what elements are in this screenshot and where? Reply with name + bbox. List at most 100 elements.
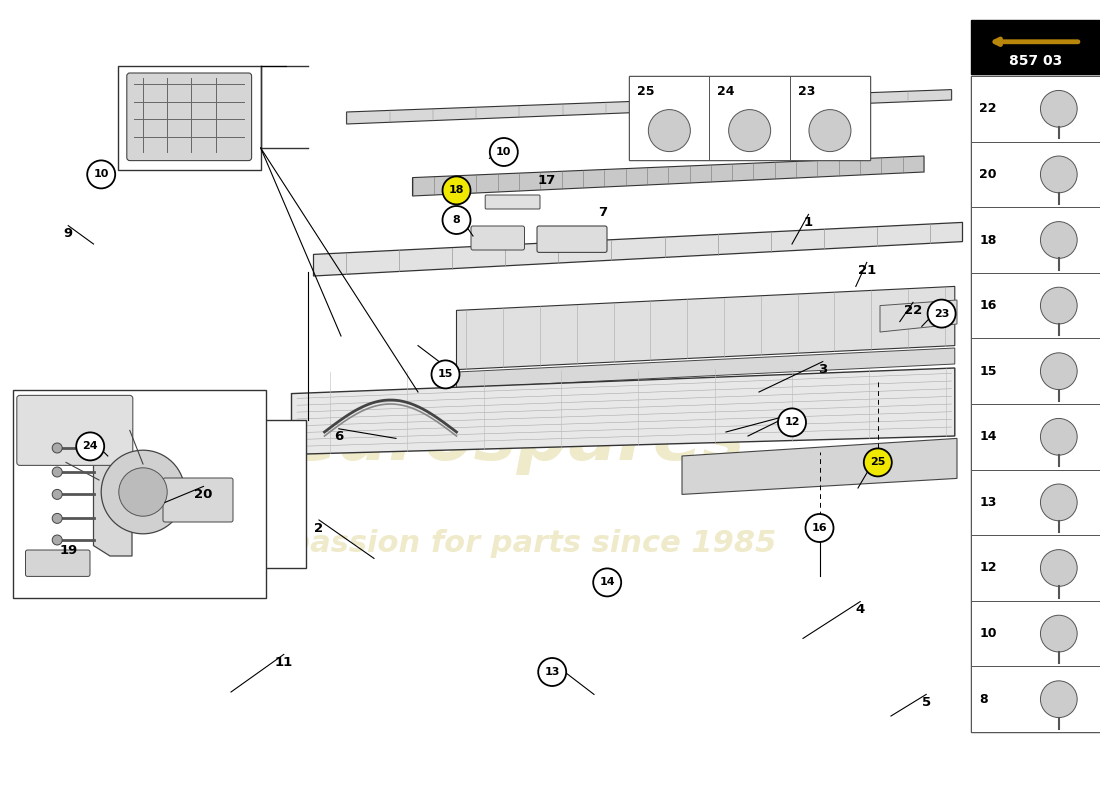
- Text: 24: 24: [717, 85, 735, 98]
- Polygon shape: [292, 368, 955, 454]
- Circle shape: [1041, 287, 1077, 324]
- Bar: [971, 404, 1100, 470]
- Circle shape: [1041, 353, 1077, 390]
- Text: 15: 15: [979, 365, 997, 378]
- Text: 18: 18: [979, 234, 997, 246]
- Polygon shape: [346, 90, 952, 124]
- Text: 25: 25: [637, 85, 654, 98]
- Circle shape: [1041, 681, 1077, 718]
- Text: 13: 13: [979, 496, 997, 509]
- FancyBboxPatch shape: [163, 478, 233, 522]
- Text: 5: 5: [922, 696, 931, 709]
- Circle shape: [119, 468, 167, 516]
- Text: 20: 20: [195, 488, 212, 501]
- Bar: [971, 601, 1100, 666]
- Text: 25: 25: [870, 458, 886, 467]
- FancyBboxPatch shape: [25, 550, 90, 576]
- Circle shape: [52, 467, 63, 477]
- Circle shape: [87, 160, 116, 189]
- Bar: [971, 273, 1100, 338]
- Circle shape: [728, 110, 771, 152]
- Text: 10: 10: [979, 627, 997, 640]
- Circle shape: [1041, 615, 1077, 652]
- Bar: [629, 76, 870, 160]
- FancyBboxPatch shape: [537, 226, 607, 253]
- Circle shape: [1041, 484, 1077, 521]
- Circle shape: [442, 206, 471, 234]
- Bar: [971, 207, 1100, 273]
- Text: 18: 18: [449, 186, 464, 195]
- Text: 14: 14: [600, 578, 615, 587]
- Bar: [36, 420, 306, 568]
- Bar: [971, 338, 1100, 404]
- Text: 1: 1: [804, 216, 813, 229]
- Circle shape: [490, 138, 518, 166]
- FancyBboxPatch shape: [126, 73, 252, 161]
- Polygon shape: [412, 156, 924, 196]
- Bar: [629, 76, 710, 160]
- FancyBboxPatch shape: [16, 395, 133, 466]
- Text: 3: 3: [818, 363, 827, 376]
- Bar: [790, 76, 870, 160]
- Text: eurospares: eurospares: [288, 406, 746, 474]
- Text: 20: 20: [979, 168, 997, 181]
- Text: 7: 7: [598, 206, 607, 218]
- Text: 23: 23: [798, 85, 815, 98]
- Circle shape: [1041, 418, 1077, 455]
- Circle shape: [805, 514, 834, 542]
- Bar: [13, 390, 266, 598]
- Text: 857 03: 857 03: [1009, 54, 1063, 68]
- Text: 12: 12: [979, 562, 997, 574]
- Text: 2: 2: [315, 522, 323, 534]
- Text: 12: 12: [784, 418, 800, 427]
- Polygon shape: [456, 348, 955, 388]
- Circle shape: [927, 300, 956, 328]
- Text: 23: 23: [934, 309, 949, 318]
- Circle shape: [52, 490, 63, 499]
- Circle shape: [864, 448, 892, 476]
- Text: 11: 11: [275, 656, 293, 669]
- Circle shape: [1041, 90, 1077, 127]
- Polygon shape: [314, 222, 963, 276]
- Circle shape: [648, 110, 691, 152]
- Bar: [971, 142, 1100, 207]
- Circle shape: [52, 514, 63, 523]
- Text: 16: 16: [979, 299, 997, 312]
- Polygon shape: [880, 300, 957, 332]
- Circle shape: [1041, 222, 1077, 258]
- Text: 10: 10: [496, 147, 512, 157]
- Bar: [710, 76, 790, 160]
- Text: 10: 10: [94, 170, 109, 179]
- Bar: [118, 66, 261, 170]
- Text: 24: 24: [82, 442, 98, 451]
- Text: 9: 9: [64, 227, 73, 240]
- Circle shape: [1041, 550, 1077, 586]
- Text: 22: 22: [904, 304, 922, 317]
- Circle shape: [778, 408, 806, 437]
- Circle shape: [538, 658, 566, 686]
- Circle shape: [1041, 156, 1077, 193]
- Text: 8: 8: [979, 693, 988, 706]
- Circle shape: [52, 535, 63, 545]
- Circle shape: [808, 110, 851, 152]
- Text: 16: 16: [812, 523, 827, 533]
- Bar: [971, 535, 1100, 601]
- Polygon shape: [456, 286, 955, 370]
- Circle shape: [593, 568, 622, 596]
- Bar: [971, 76, 1100, 142]
- Text: 22: 22: [979, 102, 997, 115]
- Bar: [971, 76, 1100, 732]
- Circle shape: [52, 443, 63, 453]
- Text: 6: 6: [334, 430, 343, 443]
- Circle shape: [101, 450, 185, 534]
- Text: 21: 21: [858, 264, 876, 277]
- Circle shape: [76, 432, 104, 461]
- Text: 8: 8: [452, 215, 461, 225]
- Text: a passion for parts since 1985: a passion for parts since 1985: [257, 530, 777, 558]
- FancyBboxPatch shape: [485, 195, 540, 209]
- Text: 13: 13: [544, 667, 560, 677]
- Text: 4: 4: [856, 603, 865, 616]
- Text: 15: 15: [438, 370, 453, 379]
- Text: 19: 19: [59, 544, 77, 557]
- Text: 17: 17: [538, 174, 556, 186]
